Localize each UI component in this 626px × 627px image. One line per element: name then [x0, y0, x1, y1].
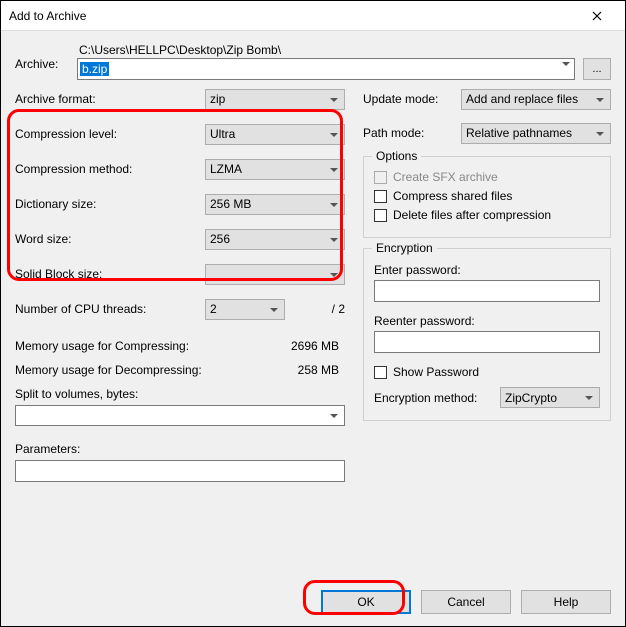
shared-label: Compress shared files: [393, 189, 512, 203]
compression-level-label: Compression level:: [15, 127, 205, 141]
archive-filename-selected: b.zip: [80, 62, 109, 76]
split-input[interactable]: [15, 405, 345, 426]
chevron-down-icon: [330, 238, 338, 242]
word-size-select[interactable]: 256: [205, 229, 345, 250]
cpu-threads-select[interactable]: 2: [205, 299, 285, 320]
solid-block-label: Solid Block size:: [15, 267, 205, 281]
chevron-down-icon: [330, 168, 338, 172]
chevron-down-icon: [562, 62, 570, 66]
encryption-method-label: Encryption method:: [374, 391, 500, 405]
archive-format-label: Archive format:: [15, 92, 205, 106]
solid-block-select[interactable]: [205, 264, 345, 285]
parameters-label: Parameters:: [15, 442, 345, 456]
archive-path: C:\Users\HELLPC\Desktop\Zip Bomb\: [77, 43, 611, 57]
compression-level-select[interactable]: Ultra: [205, 124, 345, 145]
reenter-password-input[interactable]: [374, 331, 600, 353]
sfx-checkbox: [374, 171, 387, 184]
delete-after-checkbox[interactable]: [374, 209, 387, 222]
update-mode-select[interactable]: Add and replace files: [461, 89, 611, 110]
encryption-group: Encryption Enter password: Reenter passw…: [363, 248, 611, 421]
delete-after-label: Delete files after compression: [393, 208, 551, 222]
path-mode-select[interactable]: Relative pathnames: [461, 123, 611, 144]
ok-button[interactable]: OK: [321, 590, 411, 614]
options-group: Options Create SFX archive Compress shar…: [363, 156, 611, 238]
archive-filename-input[interactable]: b.zip: [77, 58, 575, 80]
dictionary-size-select[interactable]: 256 MB: [205, 194, 345, 215]
archive-label: Archive:: [15, 43, 77, 71]
titlebar: Add to Archive: [1, 1, 625, 31]
cancel-button[interactable]: Cancel: [421, 590, 511, 614]
chevron-down-icon: [330, 133, 338, 137]
parameters-input[interactable]: [15, 460, 345, 482]
show-password-label: Show Password: [393, 365, 479, 379]
enter-password-input[interactable]: [374, 280, 600, 302]
compression-method-label: Compression method:: [15, 162, 205, 176]
chevron-down-icon: [585, 396, 593, 400]
chevron-down-icon: [270, 308, 278, 312]
left-column: Archive format: zip Compression level: U…: [15, 88, 345, 482]
window-title: Add to Archive: [9, 9, 577, 23]
options-legend: Options: [372, 149, 421, 163]
mem-compress-label: Memory usage for Compressing:: [15, 339, 275, 353]
chevron-down-icon: [330, 203, 338, 207]
show-password-checkbox[interactable]: [374, 366, 387, 379]
content-area: Archive: C:\Users\HELLPC\Desktop\Zip Bom…: [1, 31, 625, 584]
archive-format-select[interactable]: zip: [205, 89, 345, 110]
compression-method-select[interactable]: LZMA: [205, 159, 345, 180]
encryption-legend: Encryption: [372, 241, 437, 255]
chevron-down-icon: [596, 132, 604, 136]
update-mode-label: Update mode:: [363, 92, 461, 106]
cpu-threads-label: Number of CPU threads:: [15, 302, 205, 316]
cpu-threads-total: / 2: [285, 302, 345, 316]
chevron-down-icon: [330, 414, 338, 418]
browse-button[interactable]: ...: [583, 58, 611, 80]
split-label: Split to volumes, bytes:: [15, 387, 345, 401]
right-column: Update mode: Add and replace files Path …: [363, 88, 611, 482]
chevron-down-icon: [596, 98, 604, 102]
path-mode-label: Path mode:: [363, 126, 461, 140]
close-icon[interactable]: [577, 3, 617, 29]
help-button[interactable]: Help: [521, 590, 611, 614]
mem-decompress-label: Memory usage for Decompressing:: [15, 363, 275, 377]
sfx-label: Create SFX archive: [393, 170, 498, 184]
mem-compress-value: 2696 MB: [275, 339, 345, 353]
button-row: OK Cancel Help: [1, 584, 625, 626]
mem-decompress-value: 258 MB: [275, 363, 345, 377]
chevron-down-icon: [330, 98, 338, 102]
dialog-window: Add to Archive Archive: C:\Users\HELLPC\…: [0, 0, 626, 627]
reenter-password-label: Reenter password:: [374, 314, 600, 328]
dictionary-size-label: Dictionary size:: [15, 197, 205, 211]
shared-checkbox[interactable]: [374, 190, 387, 203]
chevron-down-icon: [330, 273, 338, 277]
encryption-method-select[interactable]: ZipCrypto: [500, 387, 600, 408]
word-size-label: Word size:: [15, 232, 205, 246]
enter-password-label: Enter password:: [374, 263, 600, 277]
